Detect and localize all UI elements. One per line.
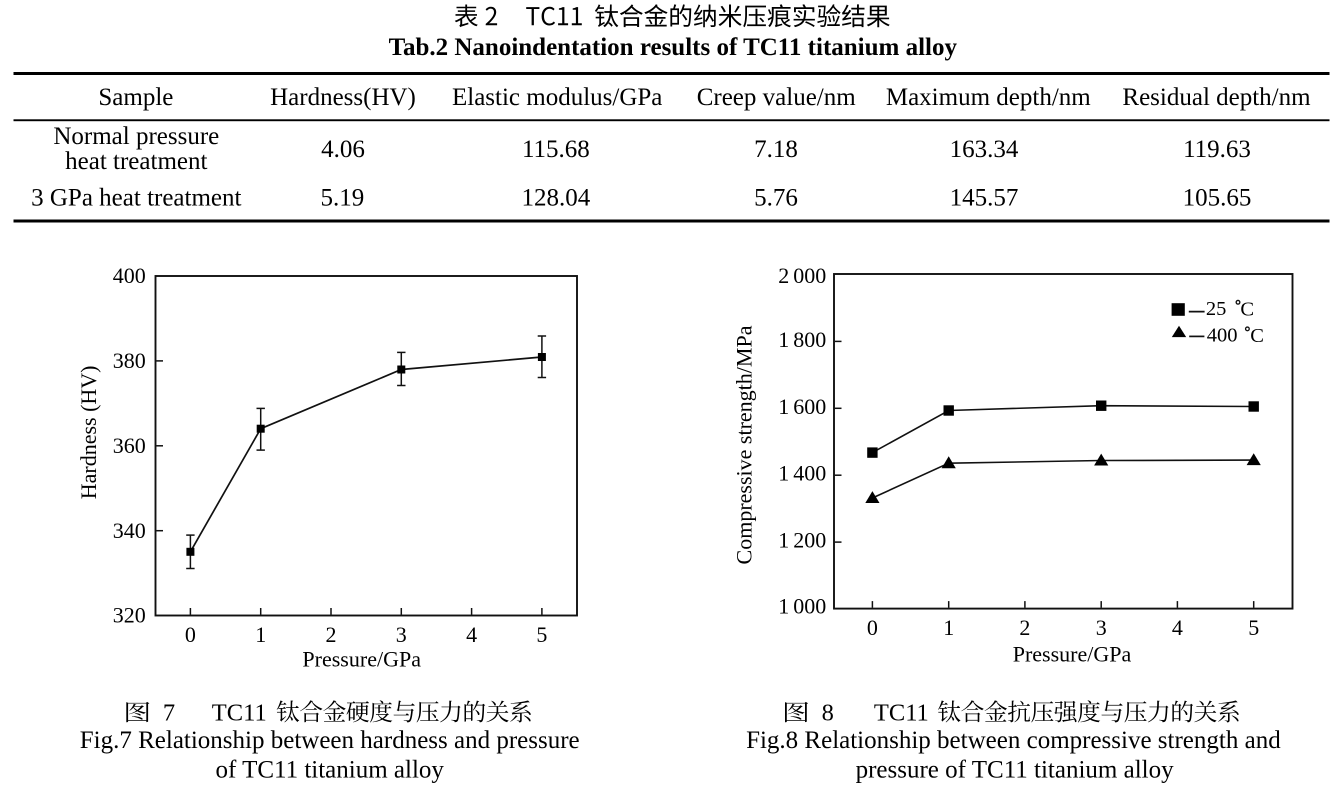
svg-text:360: 360 xyxy=(113,433,146,458)
svg-text:2: 2 xyxy=(326,622,337,647)
svg-text:Tab.2 Nanoindentation results: Tab.2 Nanoindentation results of TC11 ti… xyxy=(389,34,958,61)
svg-text:105.65: 105.65 xyxy=(1183,185,1252,212)
svg-text:1: 1 xyxy=(255,622,266,647)
svg-text:128.04: 128.04 xyxy=(522,185,591,212)
svg-text:Pressure/GPa: Pressure/GPa xyxy=(1013,642,1132,667)
svg-text:7.18: 7.18 xyxy=(754,136,798,163)
svg-text:5.19: 5.19 xyxy=(321,185,365,212)
svg-text:1: 1 xyxy=(943,615,954,640)
svg-text:200: 200 xyxy=(793,528,826,553)
svg-text:400: 400 xyxy=(1207,325,1238,347)
svg-text:1: 1 xyxy=(778,594,789,619)
svg-text:Creep value/nm: Creep value/nm xyxy=(697,84,857,111)
svg-text:2: 2 xyxy=(778,263,789,288)
svg-text:Hardness(HV): Hardness(HV) xyxy=(270,84,416,111)
svg-text:Pressure/GPa: Pressure/GPa xyxy=(302,647,421,672)
svg-text:1: 1 xyxy=(778,461,789,486)
svg-text:4: 4 xyxy=(1172,615,1183,640)
svg-text:600: 600 xyxy=(793,394,826,419)
svg-text:Maximum depth/nm: Maximum depth/nm xyxy=(886,84,1091,111)
svg-text:C: C xyxy=(1240,298,1254,320)
svg-text:000: 000 xyxy=(793,594,826,619)
svg-text:0: 0 xyxy=(185,622,196,647)
svg-text:TC11: TC11 xyxy=(212,700,267,727)
svg-text:Hardness (HV): Hardness (HV) xyxy=(76,366,101,500)
svg-text:115.68: 115.68 xyxy=(522,136,590,163)
svg-text:380: 380 xyxy=(113,348,146,373)
svg-text:4: 4 xyxy=(466,622,477,647)
svg-text:7: 7 xyxy=(163,700,175,727)
svg-text:C: C xyxy=(1250,325,1264,347)
svg-text:320: 320 xyxy=(113,603,146,628)
svg-text:800: 800 xyxy=(793,327,826,352)
svg-text:119.63: 119.63 xyxy=(1183,136,1251,163)
svg-text:1: 1 xyxy=(778,528,789,553)
svg-text:000: 000 xyxy=(793,263,826,288)
svg-text:3: 3 xyxy=(396,622,407,647)
svg-text:3: 3 xyxy=(1096,615,1107,640)
svg-text:pressure of TC11 titanium allo: pressure of TC11 titanium alloy xyxy=(856,757,1175,784)
svg-text:Residual depth/nm: Residual depth/nm xyxy=(1122,84,1311,111)
svg-text:TC11: TC11 xyxy=(874,700,929,727)
svg-text:1: 1 xyxy=(778,327,789,352)
svg-text:Elastic modulus/GPa: Elastic modulus/GPa xyxy=(452,84,662,111)
svg-text:163.34: 163.34 xyxy=(950,136,1019,163)
svg-text:Sample: Sample xyxy=(98,84,173,111)
svg-text:2: 2 xyxy=(1019,615,1030,640)
svg-text:400: 400 xyxy=(793,461,826,486)
svg-text:5: 5 xyxy=(1248,615,1259,640)
svg-text:5: 5 xyxy=(536,622,547,647)
svg-text:400: 400 xyxy=(113,263,146,288)
svg-text:340: 340 xyxy=(113,518,146,543)
svg-text:of TC11 titanium alloy: of TC11 titanium alloy xyxy=(215,757,444,784)
svg-text:3 GPa heat treatment: 3 GPa heat treatment xyxy=(31,185,241,212)
svg-text:0: 0 xyxy=(867,615,878,640)
svg-text:145.57: 145.57 xyxy=(950,185,1019,212)
svg-text:Normal pressure: Normal pressure xyxy=(53,123,219,150)
svg-text:heat treatment: heat treatment xyxy=(65,148,207,175)
svg-text:Fig.8 Relationship between com: Fig.8 Relationship between compressive s… xyxy=(746,727,1281,754)
svg-text:4.06: 4.06 xyxy=(321,136,365,163)
svg-text:8: 8 xyxy=(822,700,834,727)
svg-text:Compressive strength/MPa: Compressive strength/MPa xyxy=(732,325,757,564)
svg-text:5.76: 5.76 xyxy=(754,185,798,212)
svg-text:1: 1 xyxy=(778,394,789,419)
svg-text:Fig.7 Relationship between har: Fig.7 Relationship between hardness and … xyxy=(80,727,580,754)
svg-text:25: 25 xyxy=(1206,298,1227,320)
